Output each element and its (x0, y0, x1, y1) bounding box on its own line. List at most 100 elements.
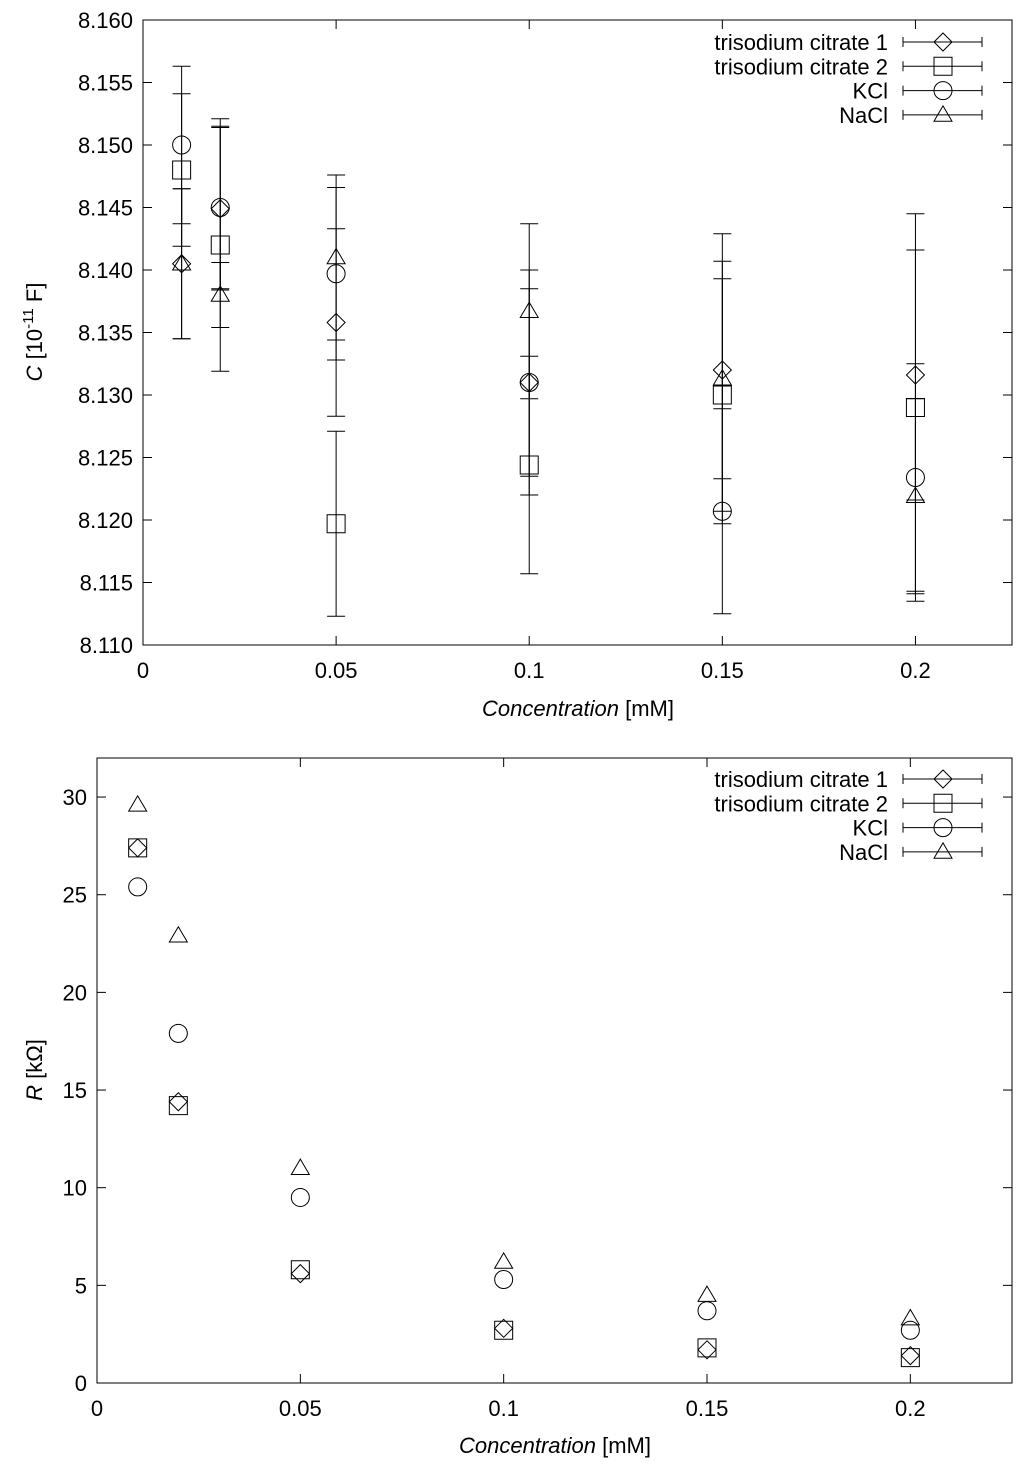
marker (168, 1092, 189, 1112)
legend-label: trisodium citrate 2 (714, 791, 888, 816)
error-bar (172, 188, 191, 340)
y-label-unit: [10 (22, 329, 47, 360)
legend-marker (933, 818, 953, 838)
marker (172, 135, 192, 155)
y-tick-label: 8.140 (78, 258, 133, 283)
y-tick-label: 10 (63, 1176, 87, 1201)
x-label-unit: [mM] (602, 1433, 651, 1458)
marker (326, 514, 346, 534)
x-label-symbol: Concentration (482, 696, 619, 721)
y-tick-label: 30 (63, 785, 87, 810)
y-label-unit: [kΩ] (22, 1039, 47, 1079)
legend-label: trisodium citrate 1 (714, 30, 888, 55)
marker (494, 1269, 514, 1289)
y-label-unit: F] (22, 283, 47, 303)
y-tick-label: 15 (63, 1078, 87, 1103)
x-label-unit: [mM] (625, 696, 674, 721)
legend-label: NaCl (839, 103, 888, 128)
y-tick-label: 8.160 (78, 8, 133, 33)
y-tick-label: 8.125 (78, 446, 133, 471)
x-tick-label: 0.1 (488, 1396, 519, 1421)
legend-label: KCl (853, 816, 888, 841)
error-bar (906, 398, 925, 595)
y-tick-label: 8.135 (78, 321, 133, 346)
y-label-symbol: R (22, 1085, 47, 1101)
marker (712, 385, 732, 405)
marker (168, 1096, 188, 1116)
y-tick-label: 8.155 (78, 71, 133, 96)
marker (519, 301, 540, 319)
marker (900, 1348, 920, 1368)
y-axis-label: R [kΩ] (22, 1039, 47, 1101)
y-tick-label: 8.150 (78, 133, 133, 158)
x-tick-label: 0.2 (900, 658, 931, 683)
legend-marker (933, 56, 953, 76)
legend-marker (933, 841, 953, 859)
error-bar (520, 223, 539, 400)
y-tick-label: 8.145 (78, 196, 133, 221)
error-bar (713, 233, 732, 525)
marker (697, 1285, 717, 1302)
legend-marker (933, 769, 953, 789)
marker (210, 285, 231, 302)
marker (900, 1345, 921, 1366)
marker (519, 455, 539, 475)
marker (697, 1340, 717, 1360)
marker (168, 925, 189, 943)
x-tick-label: 0.05 (279, 1396, 322, 1421)
marker (290, 1260, 310, 1280)
x-tick-label: 0 (91, 1396, 103, 1421)
marker (900, 1320, 920, 1340)
marker (210, 235, 230, 255)
legend-label: trisodium citrate 2 (714, 54, 888, 79)
y-tick-label: 25 (63, 883, 87, 908)
x-tick-label: 0.1 (514, 658, 545, 683)
marker (494, 1320, 514, 1340)
x-label-symbol: Concentration (459, 1433, 596, 1458)
marker (128, 877, 148, 897)
plot-frame (96, 757, 1013, 1384)
x-tick-label: 0.15 (701, 658, 744, 683)
y-label-symbol: C (22, 365, 47, 381)
marker (493, 1318, 514, 1339)
marker (127, 838, 148, 858)
error-bar (327, 174, 346, 341)
x-tick-label: 0.05 (315, 658, 358, 683)
legend-label: NaCl (839, 840, 888, 865)
marker (172, 160, 192, 180)
legend-label: KCl (853, 79, 888, 104)
marker (290, 1187, 310, 1207)
marker (493, 1251, 514, 1269)
x-tick-label: 0.2 (895, 1396, 926, 1421)
x-axis-label: Concentration [mM] (459, 1433, 651, 1458)
marker (900, 1308, 921, 1326)
marker (171, 253, 192, 271)
legend-marker (933, 104, 953, 122)
marker (168, 1023, 188, 1043)
x-axis-label: Concentration [mM] (482, 696, 674, 721)
y-axis-label: C [10-11 F] (20, 283, 47, 382)
x-tick-label: 0.15 (686, 1396, 729, 1421)
y-tick-label: 8.115 (80, 571, 133, 596)
y-label-exponent: -11 (20, 308, 37, 329)
y-tick-label: 8.110 (80, 633, 133, 658)
y-tick-label: 20 (63, 980, 87, 1005)
legend-marker (933, 793, 953, 813)
legend-label: trisodium citrate 1 (714, 767, 888, 792)
marker (127, 794, 148, 812)
marker (290, 1263, 311, 1284)
y-tick-label: 8.120 (78, 508, 133, 533)
marker (697, 1338, 717, 1358)
error-bar (327, 430, 346, 617)
marker (290, 1158, 311, 1175)
marker (697, 1301, 717, 1321)
marker (128, 838, 148, 858)
y-tick-label: 8.130 (78, 383, 133, 408)
marker (210, 198, 230, 217)
y-tick-label: 5 (75, 1273, 87, 1298)
error-bar (211, 262, 230, 328)
marker (905, 486, 926, 504)
marker (326, 247, 346, 265)
y-tick-label: 0 (75, 1371, 87, 1396)
